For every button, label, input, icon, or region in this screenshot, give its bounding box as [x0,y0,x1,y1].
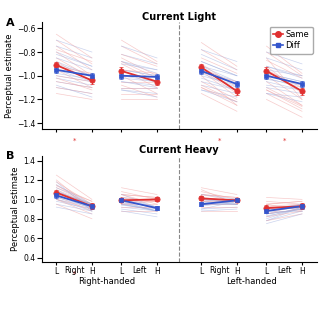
Title: Current Light: Current Light [142,12,216,22]
Legend: Same, Diff: Same, Diff [270,27,313,54]
Text: Left: Left [277,266,292,275]
Text: Left-handed: Left-handed [226,277,277,286]
Text: Right: Right [209,266,229,275]
Text: B: B [6,151,14,162]
Text: Right: Right [64,266,84,275]
Text: *: * [218,137,221,143]
Text: A: A [6,18,14,28]
Text: Left: Left [132,266,147,275]
Y-axis label: Perceptual estimate: Perceptual estimate [12,167,20,251]
Text: *: * [72,137,76,143]
Text: *: * [283,137,286,143]
Text: Right-handed: Right-handed [78,277,135,286]
Text: *: * [72,271,76,277]
Title: Current Heavy: Current Heavy [140,145,219,155]
Y-axis label: Perceptual estimate: Perceptual estimate [5,34,14,118]
